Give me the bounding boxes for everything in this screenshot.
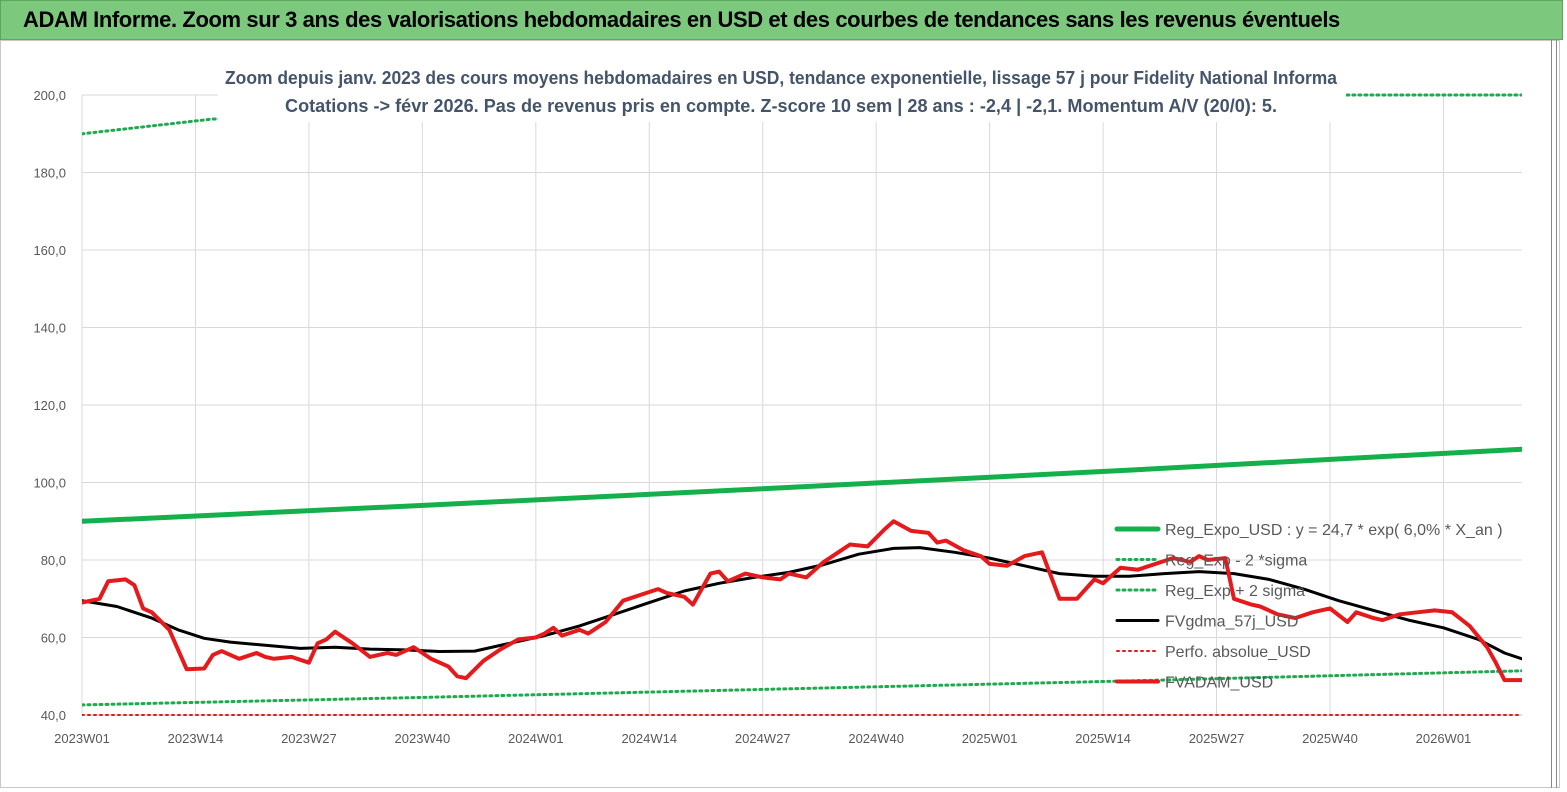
report-title: ADAM Informe. Zoom sur 3 ans des valoris…: [23, 7, 1340, 32]
y-tick-label: 200,0: [33, 88, 66, 103]
x-tick-label: 2023W40: [395, 731, 451, 746]
x-tick-label: 2023W01: [54, 731, 110, 746]
x-tick-label: 2023W27: [281, 731, 337, 746]
x-tick-label: 2026W01: [1416, 731, 1472, 746]
chart-axes: 40,0 60,0 80,0 100,0 120,0 140,0 160,0 180,0 200…: [33, 88, 1522, 746]
x-tick-label: 2025W27: [1189, 731, 1245, 746]
series-line-gdma: [82, 546, 1522, 661]
legend-entry-label: Reg_Exp + 2 sigma: [1165, 583, 1305, 600]
x-tick-label: 2024W40: [848, 731, 904, 746]
chart-title-backdrop: [218, 60, 1346, 122]
chart-series: [82, 93, 1522, 716]
x-tick-label: 2024W27: [735, 731, 791, 746]
y-tick-label: 140,0: [33, 321, 66, 336]
legend-entry-label: Reg_Exp - 2 *sigma: [1165, 553, 1307, 570]
chart-title-line: Cotations -> févr 2026. Pas de revenus p…: [285, 96, 1277, 116]
y-tick-label: 40,0: [41, 708, 66, 723]
y-tick-label: 100,0: [33, 476, 66, 491]
y-tick-label: 180,0: [33, 166, 66, 181]
chart-frame: [0, 40, 1560, 788]
y-tick-label: 60,0: [41, 631, 66, 646]
x-tick-label: 2025W14: [1075, 731, 1131, 746]
chart-title: Zoom depuis janv. 2023 des cours moyens …: [218, 60, 1346, 122]
series-line-reg: [82, 446, 1522, 524]
legend-entry-label: FVgdma_57j_USD: [1165, 614, 1298, 631]
y-tick-label: 120,0: [33, 398, 66, 413]
x-tick-label: 2024W01: [508, 731, 564, 746]
x-tick-label: 2025W40: [1302, 731, 1358, 746]
chart-grid: [81, 94, 1522, 715]
legend-entry-label: Reg_Expo_USD : y = 24,7 * exp( 6,0% * X_…: [1165, 522, 1503, 539]
report-banner: ADAM Informe. Zoom sur 3 ans des valoris…: [0, 0, 1563, 40]
x-tick-label: 2025W01: [962, 731, 1018, 746]
legend-entry-label: FVADAM_USD: [1165, 675, 1273, 692]
x-tick-label: 2023W14: [168, 731, 224, 746]
chart-title-line: Zoom depuis janv. 2023 des cours moyens …: [225, 68, 1338, 88]
y-tick-label: 160,0: [33, 243, 66, 258]
chart-legend: Reg_Expo_USD : y = 24,7 * exp( 6,0% * X_…: [1114, 522, 1503, 692]
series-line-price: [82, 519, 1522, 683]
y-tick-label: 80,0: [41, 553, 66, 568]
legend-entry-label: Perfo. absolue_USD: [1165, 644, 1311, 661]
right-edge-bar: [1551, 40, 1557, 788]
series-line-low: [82, 669, 1522, 707]
x-tick-label: 2024W14: [621, 731, 677, 746]
